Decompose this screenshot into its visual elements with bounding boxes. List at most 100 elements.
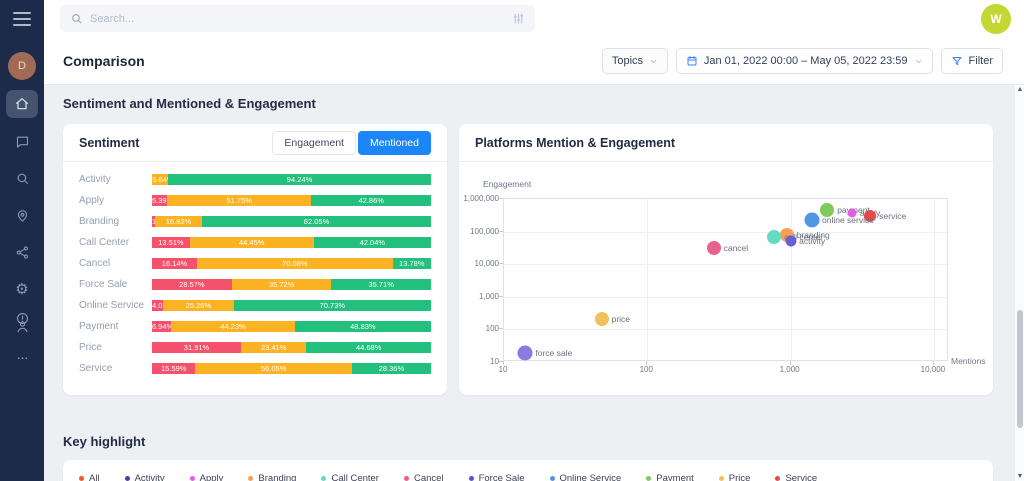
share-network-icon	[15, 245, 30, 260]
legend-item-force-sale[interactable]: Force Sale	[468, 473, 525, 481]
x-tick-label: 1,000	[779, 365, 800, 374]
menu-icon[interactable]	[13, 12, 31, 26]
legend-dot	[549, 476, 555, 481]
bar-segment-neutral[interactable]: 35.72%	[231, 279, 332, 290]
sidebar-item-alerts[interactable]	[6, 304, 38, 332]
legend-item-payment[interactable]: Payment	[646, 473, 694, 481]
scatter-point-call-center[interactable]	[767, 230, 782, 245]
scatter-point-payment[interactable]	[820, 203, 835, 217]
bar-segment-neutral[interactable]: 70.08%	[197, 258, 393, 269]
metric-toggle: Engagement Mentioned	[272, 130, 431, 155]
scroll-down-icon[interactable]: ▼	[1016, 473, 1024, 480]
sidebar-item-location[interactable]	[6, 201, 38, 229]
scatter-point-service[interactable]	[864, 210, 877, 222]
scatter-point-online-service[interactable]	[804, 212, 819, 228]
bar-segment-negative[interactable]: 6.94%	[152, 321, 172, 332]
bar-segment-neutral[interactable]: 44.45%	[189, 237, 314, 248]
legend-item-apply[interactable]: Apply	[189, 473, 224, 481]
y-tick-label: 10,000	[474, 259, 499, 269]
bar-segment-positive[interactable]: 44.68%	[306, 342, 431, 353]
bar-segment-positive[interactable]: 28.36%	[351, 363, 431, 374]
sentiment-category-label: Apply	[79, 195, 105, 206]
search-box[interactable]	[60, 5, 535, 32]
bar-segment-negative[interactable]: 28.57%	[152, 279, 232, 290]
date-range-label: Jan 01, 2022 00:00 – May 05, 2022 23:59	[703, 55, 908, 67]
bar-segment-neutral[interactable]: 5.64%	[152, 174, 169, 185]
legend-dot	[321, 476, 327, 481]
legend-item-branding[interactable]: Branding	[248, 473, 296, 481]
bar-segment-positive[interactable]: 94.24%	[168, 174, 431, 185]
date-range-picker[interactable]: Jan 01, 2022 00:00 – May 05, 2022 23:59	[675, 48, 933, 74]
filter-button[interactable]: Filter	[940, 48, 1003, 74]
sidebar-item-home[interactable]	[6, 90, 38, 118]
sentiment-row: Service 15.59% 56.05% 28.36%	[63, 358, 447, 379]
bar-segment-neutral[interactable]: 23.41%	[241, 342, 307, 353]
sidebar-item-conversations[interactable]	[6, 127, 38, 155]
bar-segment-positive[interactable]: 35.71%	[331, 279, 431, 290]
bar-segment-neutral[interactable]: 16.92%	[154, 216, 203, 227]
bar-segment-neutral[interactable]: 25.26%	[163, 300, 234, 311]
sidebar-item-more[interactable]	[6, 340, 38, 368]
legend-item-activity[interactable]: Activity	[124, 473, 165, 481]
gear-icon: ⚙	[15, 280, 29, 298]
gridline-vertical	[933, 199, 935, 360]
search-input[interactable]	[90, 12, 505, 25]
user-avatar[interactable]: W	[981, 4, 1011, 34]
workspace-avatar[interactable]: D	[8, 52, 36, 80]
bar-segment-neutral[interactable]: 51.75%	[167, 195, 312, 206]
vertical-scrollbar[interactable]: ▲ ▼	[1014, 85, 1024, 481]
bar-segment-positive[interactable]: 13.78%	[392, 258, 431, 269]
sidebar-item-search[interactable]	[6, 164, 38, 192]
scatter-point-activity[interactable]	[785, 235, 797, 247]
scatter-point-force-sale[interactable]	[517, 345, 533, 361]
legend-label: Activity	[134, 473, 165, 481]
bar-segment-negative[interactable]: 4.01%	[152, 300, 164, 311]
key-highlight-title: Key highlight	[63, 434, 146, 449]
bar-segment-negative[interactable]: 5.39%	[152, 195, 168, 206]
legend-dot	[646, 476, 652, 481]
scatter-point-apply[interactable]	[847, 208, 857, 218]
scrollbar-thumb[interactable]	[1017, 310, 1023, 428]
bar-segment-neutral[interactable]: 56.05%	[195, 363, 352, 374]
sentiment-stacked-bar: 5.64%94.24%	[152, 174, 431, 185]
legend-item-call-center[interactable]: Call Center	[321, 473, 379, 481]
scatter-point-price[interactable]	[594, 311, 609, 326]
x-tick-mark	[503, 361, 504, 365]
legend-item-cancel[interactable]: Cancel	[403, 473, 444, 481]
bar-segment-neutral[interactable]: 44.23%	[171, 321, 295, 332]
sidebar-item-users[interactable]	[6, 312, 38, 340]
bar-segment-positive[interactable]: 82.05%	[202, 216, 431, 227]
legend-item-price[interactable]: Price	[718, 473, 750, 481]
bar-segment-positive[interactable]: 42.86%	[311, 195, 431, 206]
x-tick-mark	[646, 361, 648, 365]
gridline-horizontal	[504, 329, 947, 331]
bar-segment-negative[interactable]: 15.59%	[152, 363, 196, 374]
sidebar-item-settings[interactable]: ⚙	[6, 275, 38, 303]
bar-segment-negative[interactable]: 13.51%	[152, 237, 190, 248]
legend-item-all[interactable]: All	[79, 473, 100, 481]
mentioned-toggle-button[interactable]: Mentioned	[357, 130, 431, 155]
bar-segment-negative[interactable]: 1.03%	[152, 216, 155, 227]
topics-dropdown[interactable]: Topics	[601, 48, 668, 74]
legend-item-service[interactable]: Service	[775, 473, 817, 481]
sidebar-item-share[interactable]	[6, 238, 38, 266]
scatter-plot-area: paymentapplyserviceonline servicebrandin…	[503, 198, 948, 361]
engagement-toggle-button[interactable]: Engagement	[272, 130, 356, 155]
legend-label: Apply	[199, 473, 224, 481]
sentiment-stacked-bar: 28.57% 35.72% 35.71%	[152, 279, 431, 290]
legend-item-online-service[interactable]: Online Service	[549, 473, 621, 481]
bar-segment-negative[interactable]: 16.14%	[152, 258, 198, 269]
bar-segment-positive[interactable]: 42.04%	[313, 237, 431, 248]
bar-segment-positive[interactable]: 48.83%	[294, 321, 431, 332]
scroll-up-icon[interactable]: ▲	[1016, 86, 1024, 93]
bar-segment-negative[interactable]: 31.91%	[152, 342, 242, 353]
sentiment-category-label: Activity	[79, 174, 111, 185]
platforms-card: Platforms Mention & Engagement Engagemen…	[459, 124, 993, 395]
sentiment-category-label: Service	[79, 363, 113, 374]
sliders-icon[interactable]	[512, 12, 525, 25]
bar-segment-positive[interactable]: 70.73%	[233, 300, 431, 311]
sidebar-nav: ⚙	[0, 90, 44, 340]
gridline-horizontal	[504, 296, 947, 298]
sentiment-row: Call Center 13.51% 44.45% 42.04%	[63, 232, 447, 253]
scatter-point-cancel[interactable]	[706, 240, 721, 255]
